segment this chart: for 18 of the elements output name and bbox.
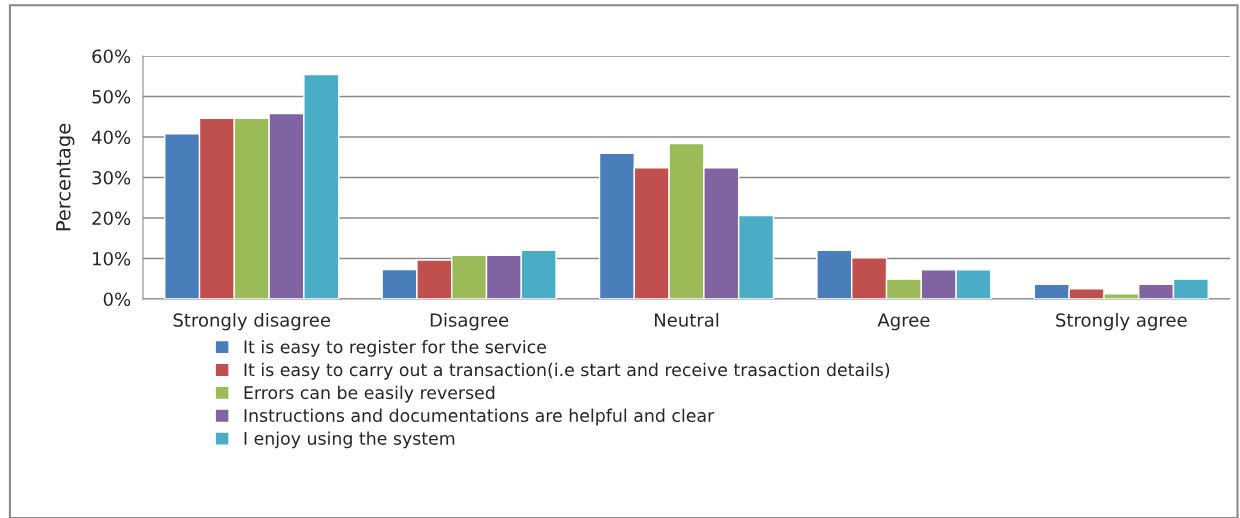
- y-axis-title: Percentage: [56, 123, 75, 231]
- legend-label: It is easy to carry out a transaction(i.e start and receive trasaction details): [244, 362, 890, 380]
- x-tick-label: Strongly disagree: [173, 312, 331, 331]
- x-tick-label: Disagree: [430, 312, 509, 331]
- x-tick-label: Agree: [877, 313, 930, 331]
- legend-label: Errors can be easily reversed: [244, 385, 495, 403]
- legend-label: Instructions and documentations are helpful and clear: [244, 408, 715, 426]
- y-tick-label: 60%: [92, 49, 131, 64]
- y-tick-label: 10%: [93, 251, 131, 266]
- x-tick-label: Neutral: [654, 312, 719, 327]
- y-tick-label: 50%: [92, 89, 131, 104]
- legend-label: I enjoy using the system: [244, 431, 455, 449]
- x-tick-label: Strongly agree: [1056, 312, 1187, 331]
- y-tick-label: 40%: [91, 130, 131, 145]
- y-tick-label: 0%: [103, 292, 131, 307]
- legend-label: It is easy to register for the service: [244, 339, 547, 357]
- y-tick-label: 30%: [92, 170, 131, 185]
- y-tick-label: 20%: [92, 211, 131, 226]
